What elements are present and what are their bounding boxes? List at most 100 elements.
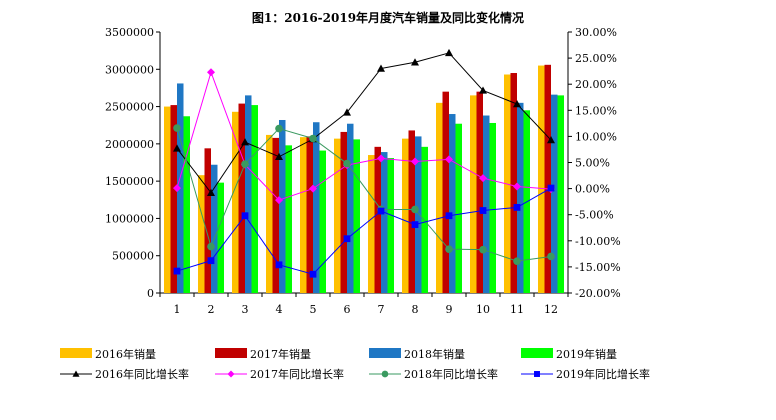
- left-tick-label: 2500000: [105, 101, 154, 114]
- bar: [436, 102, 443, 293]
- point: [241, 138, 249, 146]
- series-line: [176, 70, 552, 201]
- x-tick-label: 11: [510, 303, 524, 316]
- point: [479, 86, 487, 94]
- bar: [279, 119, 286, 293]
- bar: [334, 138, 341, 293]
- legend-swatch: [521, 348, 553, 358]
- point: [513, 203, 521, 211]
- point: [275, 196, 283, 205]
- bar: [347, 123, 354, 293]
- point: [207, 257, 215, 265]
- bar: [319, 150, 326, 293]
- point: [343, 108, 351, 116]
- right-tick-label: -15.00%: [575, 261, 621, 274]
- point: [547, 136, 555, 144]
- x-tick-label: 7: [378, 303, 385, 316]
- point: [275, 261, 283, 269]
- x-tick-label: 5: [310, 303, 317, 316]
- point: [72, 370, 80, 377]
- chart-title: 图1：2016-2019年月度汽车销量及同比变化情况: [252, 10, 524, 25]
- legend-label: 2017年同比增长率: [250, 367, 344, 381]
- point: [547, 252, 555, 261]
- point: [309, 184, 317, 193]
- bar: [198, 175, 205, 293]
- bar: [402, 138, 409, 293]
- legend: 2016年销量 2017年销量 2018年销量 2019年销量 2016年同比增长率 20…: [60, 347, 650, 381]
- left-tick-label: 2000000: [105, 138, 154, 151]
- right-tick-label: 10.00%: [575, 130, 617, 143]
- x-tick-label: 4: [276, 303, 283, 316]
- x-tick-label: 10: [476, 303, 490, 316]
- point: [309, 270, 317, 278]
- bar: [204, 148, 211, 293]
- bar: [313, 122, 320, 293]
- left-tick-label: 3000000: [105, 63, 154, 76]
- point: [241, 212, 249, 220]
- point: [275, 152, 283, 160]
- bar: [340, 131, 347, 293]
- bar: [442, 91, 449, 294]
- bar: [517, 102, 524, 293]
- point: [445, 245, 453, 253]
- bar: [285, 145, 292, 293]
- legend-label: 2016年销量: [95, 347, 156, 361]
- right-tick-label: 20.00%: [575, 78, 617, 91]
- legend-label: 2019年同比增长率: [556, 367, 650, 381]
- bar: [170, 105, 177, 293]
- x-tick-label: 9: [446, 303, 453, 316]
- bar: [476, 91, 483, 294]
- bar: [544, 64, 551, 293]
- left-tick-label: 1500000: [105, 175, 154, 188]
- bar: [381, 152, 388, 293]
- point: [343, 235, 351, 243]
- point: [207, 188, 215, 196]
- point: [411, 205, 419, 214]
- x-tick-label: 1: [174, 303, 181, 316]
- bar: [455, 123, 462, 293]
- series-line: [176, 127, 552, 262]
- point: [513, 100, 521, 108]
- right-tick-label: -10.00%: [575, 235, 621, 248]
- bar: [368, 155, 375, 293]
- point: [411, 157, 419, 166]
- point: [207, 68, 215, 77]
- point: [513, 182, 521, 191]
- point: [411, 221, 419, 229]
- bar: [449, 114, 456, 294]
- bar: [232, 111, 239, 293]
- series-line: [176, 187, 552, 275]
- bar: [183, 116, 190, 293]
- left-tick-label: 1000000: [105, 212, 154, 225]
- bar: [374, 146, 381, 293]
- legend-label: 2019年销量: [556, 347, 617, 361]
- bar: [272, 137, 279, 293]
- legend-swatch: [60, 348, 92, 358]
- point: [479, 174, 487, 183]
- plot-area: 0 500000 1000000 1500000 2000000 2500000 30000…: [105, 26, 621, 316]
- bar: [470, 95, 477, 293]
- bar: [538, 65, 545, 293]
- point: [381, 370, 389, 378]
- point: [547, 184, 555, 192]
- x-tick-label: 3: [242, 303, 249, 316]
- point: [227, 370, 235, 378]
- bar: [164, 106, 171, 293]
- legend-label: 2016年同比增长率: [95, 367, 189, 381]
- point: [173, 267, 181, 275]
- point: [343, 159, 351, 168]
- bar: [300, 137, 307, 293]
- bar: [217, 182, 224, 293]
- left-tick-label: 3500000: [105, 26, 154, 39]
- x-tick-label: 6: [344, 303, 351, 316]
- right-tick-label: 15.00%: [575, 104, 617, 117]
- point: [173, 124, 181, 132]
- bar: [306, 136, 313, 293]
- legend-swatch: [369, 348, 401, 358]
- point: [411, 58, 419, 66]
- point: [479, 207, 487, 214]
- bar: [510, 73, 517, 293]
- bar: [353, 139, 360, 293]
- right-tick-label: 25.00%: [575, 52, 617, 65]
- bar: [551, 94, 558, 293]
